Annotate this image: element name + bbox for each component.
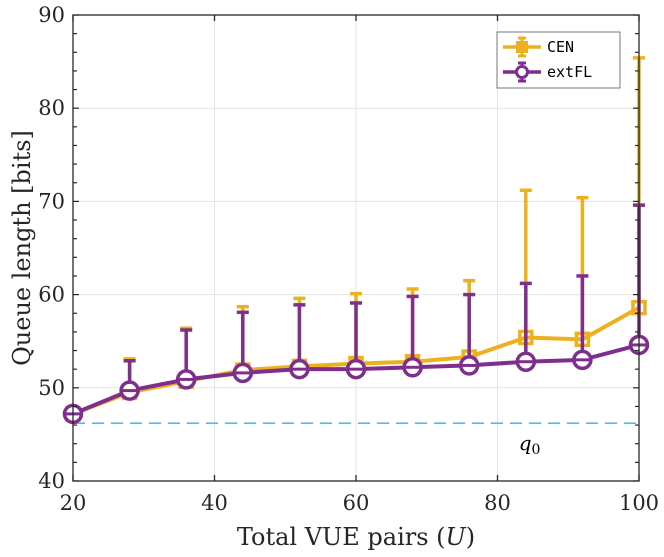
q0-label: q0 — [519, 431, 541, 458]
series-extFL — [62, 203, 650, 425]
x-tick-label: 20 — [60, 491, 87, 515]
legend: CEN extFL — [496, 31, 621, 89]
grid — [73, 15, 639, 481]
y-tick-label: 60 — [38, 283, 65, 307]
y-tick-label: 90 — [38, 3, 65, 27]
reference-line-group: q0 — [73, 422, 639, 458]
legend-label: CEN — [547, 38, 574, 56]
x-tick-label: 80 — [484, 491, 511, 515]
y-axis-label: Queue length [bits] — [8, 130, 36, 366]
x-tick-label: 100 — [619, 491, 659, 515]
y-tick-label: 50 — [38, 376, 65, 400]
x-tick-label: 40 — [201, 491, 228, 515]
legend-marker — [515, 65, 529, 79]
x-tick-label: 60 — [343, 491, 370, 515]
y-tick-label: 80 — [38, 96, 65, 120]
y-tick-label: 40 — [38, 469, 65, 493]
labels: Total VUE pairs (U) Queue length [bits] — [8, 130, 475, 551]
legend-label: extFL — [547, 63, 592, 81]
y-tick-label: 70 — [38, 189, 65, 213]
legend-item-CEN: CEN — [503, 36, 574, 58]
legend-marker — [516, 41, 528, 53]
legend-item-extFL: extFL — [503, 61, 592, 83]
x-axis-label: Total VUE pairs (U) — [237, 523, 475, 551]
